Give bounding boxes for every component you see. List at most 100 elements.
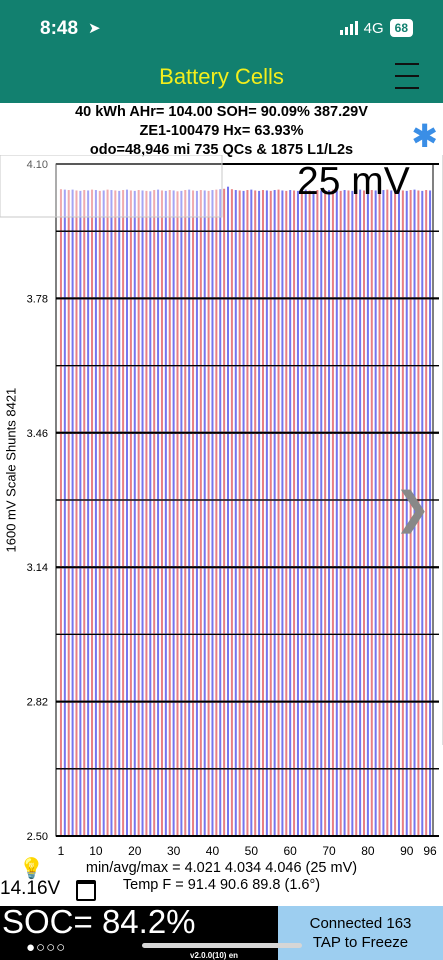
cell-bar [328, 190, 331, 836]
cell-bar [118, 190, 121, 836]
cell-bar [219, 189, 222, 836]
cell-bar [359, 189, 362, 836]
cell-bar [331, 189, 334, 836]
cell-bar [153, 190, 156, 836]
cell-bar [366, 190, 369, 836]
temperature: Temp F = 91.4 90.6 89.8 (1.6°) [122, 877, 321, 893]
x-tick-label: 70 [322, 844, 336, 855]
freeze-line-1: Connected 163 [309, 915, 412, 932]
cell-bar [397, 190, 400, 836]
cell-bar [254, 190, 257, 837]
cell-bar [343, 190, 346, 836]
cell-bar [296, 190, 299, 836]
cell-bar [261, 190, 264, 836]
aux-voltage: 14.16V [0, 878, 61, 899]
min-avg-max: min/avg/max = 4.021 4.034 4.046 (25 mV) [85, 860, 358, 876]
cell-bar [273, 190, 276, 836]
scale-label: 1600 mV Scale Shunts 8421 [3, 387, 19, 553]
cell-bar [269, 190, 272, 836]
freeze-button[interactable]: Connected 163 TAP to Freeze [278, 906, 443, 960]
cell-bar [192, 190, 195, 837]
cell-bar [199, 190, 202, 836]
soc-value: SOC= 84.2% [2, 903, 196, 940]
cell-bar [304, 189, 307, 836]
cell-bar [59, 189, 62, 836]
cell-bar [421, 190, 424, 836]
cell-bar [176, 191, 179, 837]
cell-bar [149, 191, 152, 837]
cell-bar [362, 190, 366, 837]
info-line-3: odo=48,946 mi 735 QCs & 1875 L1/L2s [89, 142, 354, 158]
y-tick-label: 2.50 [27, 831, 48, 843]
cell-bar [308, 190, 311, 837]
cell-bar [300, 190, 303, 836]
cell-bar [110, 190, 113, 836]
network-type: 4G [363, 19, 384, 37]
status-time: 8:48 [40, 18, 79, 39]
cell-bar [250, 189, 253, 836]
asterisk-icon[interactable]: ✱ [411, 118, 438, 154]
y-tick-label: 4.10 [27, 159, 48, 171]
cell-bar [83, 190, 86, 836]
cell-bar [242, 190, 245, 836]
cell-bar [230, 189, 233, 836]
status-indicators: 4G 68 [339, 19, 413, 37]
zoom-box [0, 155, 223, 218]
cell-bar [246, 190, 249, 836]
y-tick-label: 3.46 [27, 428, 48, 440]
cell-bar [211, 190, 214, 836]
freeze-line-2: TAP to Freeze [312, 934, 409, 951]
hamburger-icon[interactable] [395, 63, 419, 89]
info-line-2: ZE1-100479 Hx= 63.93% [139, 123, 304, 139]
cell-bar [401, 190, 404, 837]
cell-bar [137, 190, 140, 836]
cell-bar [281, 190, 284, 837]
calendar-icon[interactable] [76, 880, 96, 901]
cell-bar [180, 190, 183, 836]
page-indicator[interactable]: ●○○○ [26, 939, 67, 956]
cell-bar [71, 189, 74, 836]
cell-bar [160, 190, 163, 837]
x-tick-label: 10 [89, 844, 103, 855]
chevron-right-icon[interactable]: ❯ [394, 484, 431, 533]
cell-bar [374, 190, 377, 837]
cell-bar [312, 190, 315, 836]
cell-bar [133, 190, 136, 836]
cell-bar [67, 190, 70, 836]
cell-bar [157, 189, 160, 836]
cell-bar [378, 190, 381, 836]
lightbulb-icon[interactable]: 💡 [19, 858, 44, 880]
cell-bar [370, 190, 373, 836]
home-indicator[interactable] [142, 943, 302, 948]
x-tick-label: 96 [423, 844, 437, 855]
cell-bar [114, 190, 117, 837]
cell-bar [94, 190, 97, 836]
cell-bar [355, 190, 358, 836]
version-label: v2.0.0(10) en [190, 951, 239, 960]
cell-bar [141, 190, 144, 837]
info-line-1: 40 kWh AHr= 104.00 SOH= 90.09% 387.29V [75, 104, 368, 120]
cell-bar [164, 190, 167, 836]
cell-bar [207, 190, 210, 836]
battery-icon: 68 [389, 19, 413, 37]
cell-bar [265, 190, 268, 837]
cell-bar [91, 189, 94, 836]
cell-voltage-chart[interactable]: 4.10 3.78 3.46 3.14 2.82 2.50 1 10 20 30 40 50 60 70 8… [0, 155, 443, 855]
x-tick-label: 1 [58, 844, 65, 855]
cell-bar [285, 190, 288, 836]
x-tick-label: 80 [361, 844, 375, 855]
signal-icon [339, 21, 358, 35]
y-tick-label: 3.14 [27, 562, 48, 574]
cell-bar [238, 190, 241, 837]
scale-badge[interactable]: 25 mV [297, 160, 410, 203]
cell-bar [277, 189, 280, 836]
cell-bar [394, 190, 397, 836]
cell-bar [223, 188, 226, 836]
x-tick-label: 50 [245, 844, 259, 855]
cell-bar [320, 190, 323, 837]
cell-bar [215, 189, 218, 836]
cell-bar [106, 189, 109, 836]
app-header [0, 0, 443, 103]
cell-bar [382, 190, 385, 836]
cell-bar [98, 190, 101, 836]
